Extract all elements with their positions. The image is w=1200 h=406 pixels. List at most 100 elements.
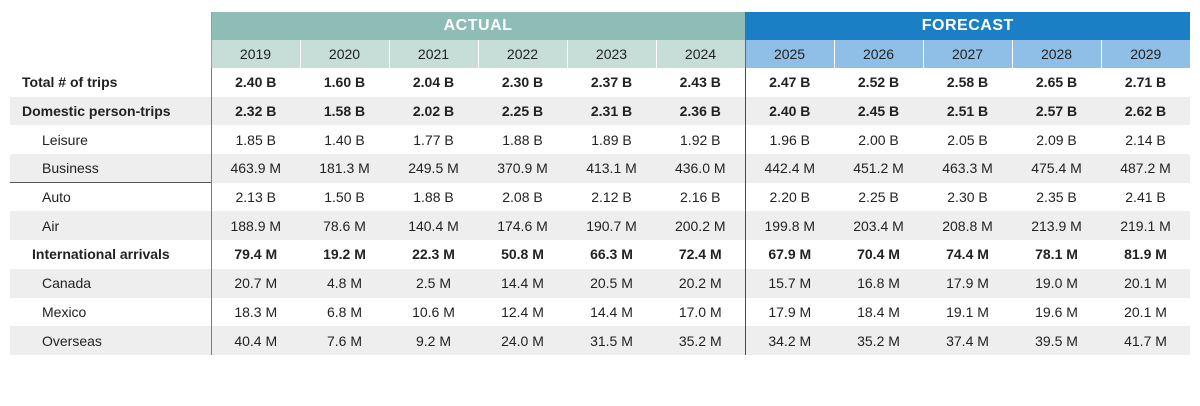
table-cell: 2.16 B xyxy=(680,189,721,206)
table-cell: 1.88 B xyxy=(413,189,454,206)
table-cell: 22.3 M xyxy=(412,246,455,263)
table-cell: 18.3 M xyxy=(210,297,300,327)
table-cell: 190.7 M xyxy=(567,211,656,241)
table-cell: 74.4 M xyxy=(946,246,989,263)
table-cell: 78.1 M xyxy=(1035,246,1078,263)
table-cell: 66.3 M xyxy=(590,246,633,263)
year-header-row: 2019 2020 2021 2022 2023 2024 2025 2026 2027 2028… xyxy=(10,40,1191,68)
table-cell: 1.88 B xyxy=(502,131,543,148)
table-cell: 39.5 M xyxy=(1012,326,1102,355)
table-cell: 2.25 B xyxy=(478,96,567,126)
table-cell: 436.0 M xyxy=(656,154,746,183)
table-cell: 34.2 M xyxy=(744,326,835,355)
year-header-2022: 2022 xyxy=(477,40,567,68)
table-cell: 79.4 M xyxy=(210,240,300,269)
row-label: Air xyxy=(10,211,211,241)
table-cell: 19.0 M xyxy=(1012,268,1102,298)
year-header-2025: 2025 xyxy=(744,40,835,68)
table-cell: 2.25 B xyxy=(858,189,899,206)
table-cell: 14.4 M xyxy=(590,303,633,320)
group-header-actual: ACTUAL xyxy=(210,12,746,40)
table-cell: 2.04 B xyxy=(412,74,455,91)
trips-forecast-table-container: ACTUAL FORECAST 2019 2020 2021 2022 2023 2024… xyxy=(10,12,1191,355)
table-cell: 2.31 B xyxy=(567,96,656,126)
table-cell: 174.6 M xyxy=(478,211,567,241)
table-cell: 16.8 M xyxy=(834,268,924,298)
table-cell: 20.7 M xyxy=(210,268,300,298)
table-cell: 413.1 M xyxy=(567,154,656,183)
year-header-blank xyxy=(10,40,211,68)
table-cell: 9.2 M xyxy=(389,326,478,355)
table-cell: 41.7 M xyxy=(1101,326,1191,355)
table-cell: 249.5 M xyxy=(389,154,478,183)
table-row-air: Air 188.9 M 78.6 M 140.4 M 174.6 M 190.7 M 200… xyxy=(10,211,1191,241)
table-cell: 72.4 M xyxy=(678,246,722,263)
year-header-2020: 2020 xyxy=(299,40,389,68)
table-cell: 37.4 M xyxy=(923,326,1013,355)
table-cell: 2.30 B xyxy=(947,189,988,206)
table-cell: 200.2 M xyxy=(656,211,746,241)
row-label: Total # of trips xyxy=(22,74,118,91)
table-cell: 40.4 M xyxy=(210,326,300,355)
table-cell: 2.62 B xyxy=(1101,96,1191,126)
table-cell: 2.5 M xyxy=(389,268,478,298)
row-label: Domestic person-trips xyxy=(10,96,211,126)
table-cell: 2.09 B xyxy=(1036,131,1077,148)
table-cell: 2.36 B xyxy=(656,96,746,126)
table-cell: 2.05 B xyxy=(947,131,988,148)
table-cell: 18.4 M xyxy=(857,303,900,320)
table-cell: 199.8 M xyxy=(744,211,835,241)
year-header-2024: 2024 xyxy=(655,40,746,68)
table-cell: 2.52 B xyxy=(857,74,900,91)
table-cell: 2.14 B xyxy=(1125,131,1166,148)
table-cell: 20.2 M xyxy=(656,268,746,298)
year-header-2028: 2028 xyxy=(1011,40,1102,68)
table-cell: 35.2 M xyxy=(834,326,924,355)
table-cell: 208.8 M xyxy=(923,211,1013,241)
group-header-row: ACTUAL FORECAST xyxy=(10,12,1191,40)
table-cell: 188.9 M xyxy=(210,211,300,241)
table-cell: 7.6 M xyxy=(300,326,389,355)
year-header-2023: 2023 xyxy=(566,40,656,68)
table-cell: 24.0 M xyxy=(478,326,567,355)
table-cell: 17.0 M xyxy=(678,303,722,320)
table-cell: 2.45 B xyxy=(834,96,924,126)
table-cell: 2.35 B xyxy=(1036,189,1077,206)
table-cell: 81.9 M xyxy=(1124,246,1167,263)
table-cell: 2.58 B xyxy=(946,74,989,91)
table-cell: 463.9 M xyxy=(210,154,300,183)
table-cell: 2.65 B xyxy=(1035,74,1078,91)
table-cell: 15.7 M xyxy=(744,268,835,298)
table-cell: 1.77 B xyxy=(413,131,454,148)
table-cell: 2.37 B xyxy=(590,74,633,91)
table-cell: 20.1 M xyxy=(1101,268,1191,298)
table-row-auto: Auto 2.13 B 1.50 B 1.88 B 2.08 B 2.12 B 2.16 B… xyxy=(10,182,1190,212)
year-header-2026: 2026 xyxy=(833,40,924,68)
table-cell: 17.9 M xyxy=(923,268,1013,298)
table-cell: 475.4 M xyxy=(1012,154,1102,183)
table-cell: 370.9 M xyxy=(478,154,567,183)
table-cell: 2.47 B xyxy=(744,68,835,97)
table-cell: 31.5 M xyxy=(567,326,656,355)
table-row-overseas: Overseas 40.4 M 7.6 M 9.2 M 24.0 M 31.5 M 35.2… xyxy=(10,326,1191,355)
table-cell: 451.2 M xyxy=(834,154,924,183)
trips-forecast-table: ACTUAL FORECAST 2019 2020 2021 2022 2023 2024… xyxy=(10,12,1191,355)
year-header-2021: 2021 xyxy=(388,40,478,68)
row-label: International arrivals xyxy=(32,246,170,263)
row-label: Mexico xyxy=(42,303,87,320)
table-cell: 70.4 M xyxy=(857,246,900,263)
table-cell: 2.02 B xyxy=(389,96,478,126)
table-cell: 2.08 B xyxy=(502,189,543,206)
table-cell: 2.20 B xyxy=(744,182,835,212)
table-cell: 140.4 M xyxy=(389,211,478,241)
table-cell: 1.40 B xyxy=(324,131,365,148)
table-cell: 213.9 M xyxy=(1012,211,1102,241)
table-cell: 10.6 M xyxy=(412,303,455,320)
table-cell: 2.12 B xyxy=(591,189,632,206)
table-cell: 4.8 M xyxy=(300,268,389,298)
table-cell: 2.71 B xyxy=(1124,74,1167,91)
table-cell: 2.40 B xyxy=(744,96,835,126)
table-cell: 2.57 B xyxy=(1012,96,1102,126)
row-label: Canada xyxy=(10,268,211,298)
